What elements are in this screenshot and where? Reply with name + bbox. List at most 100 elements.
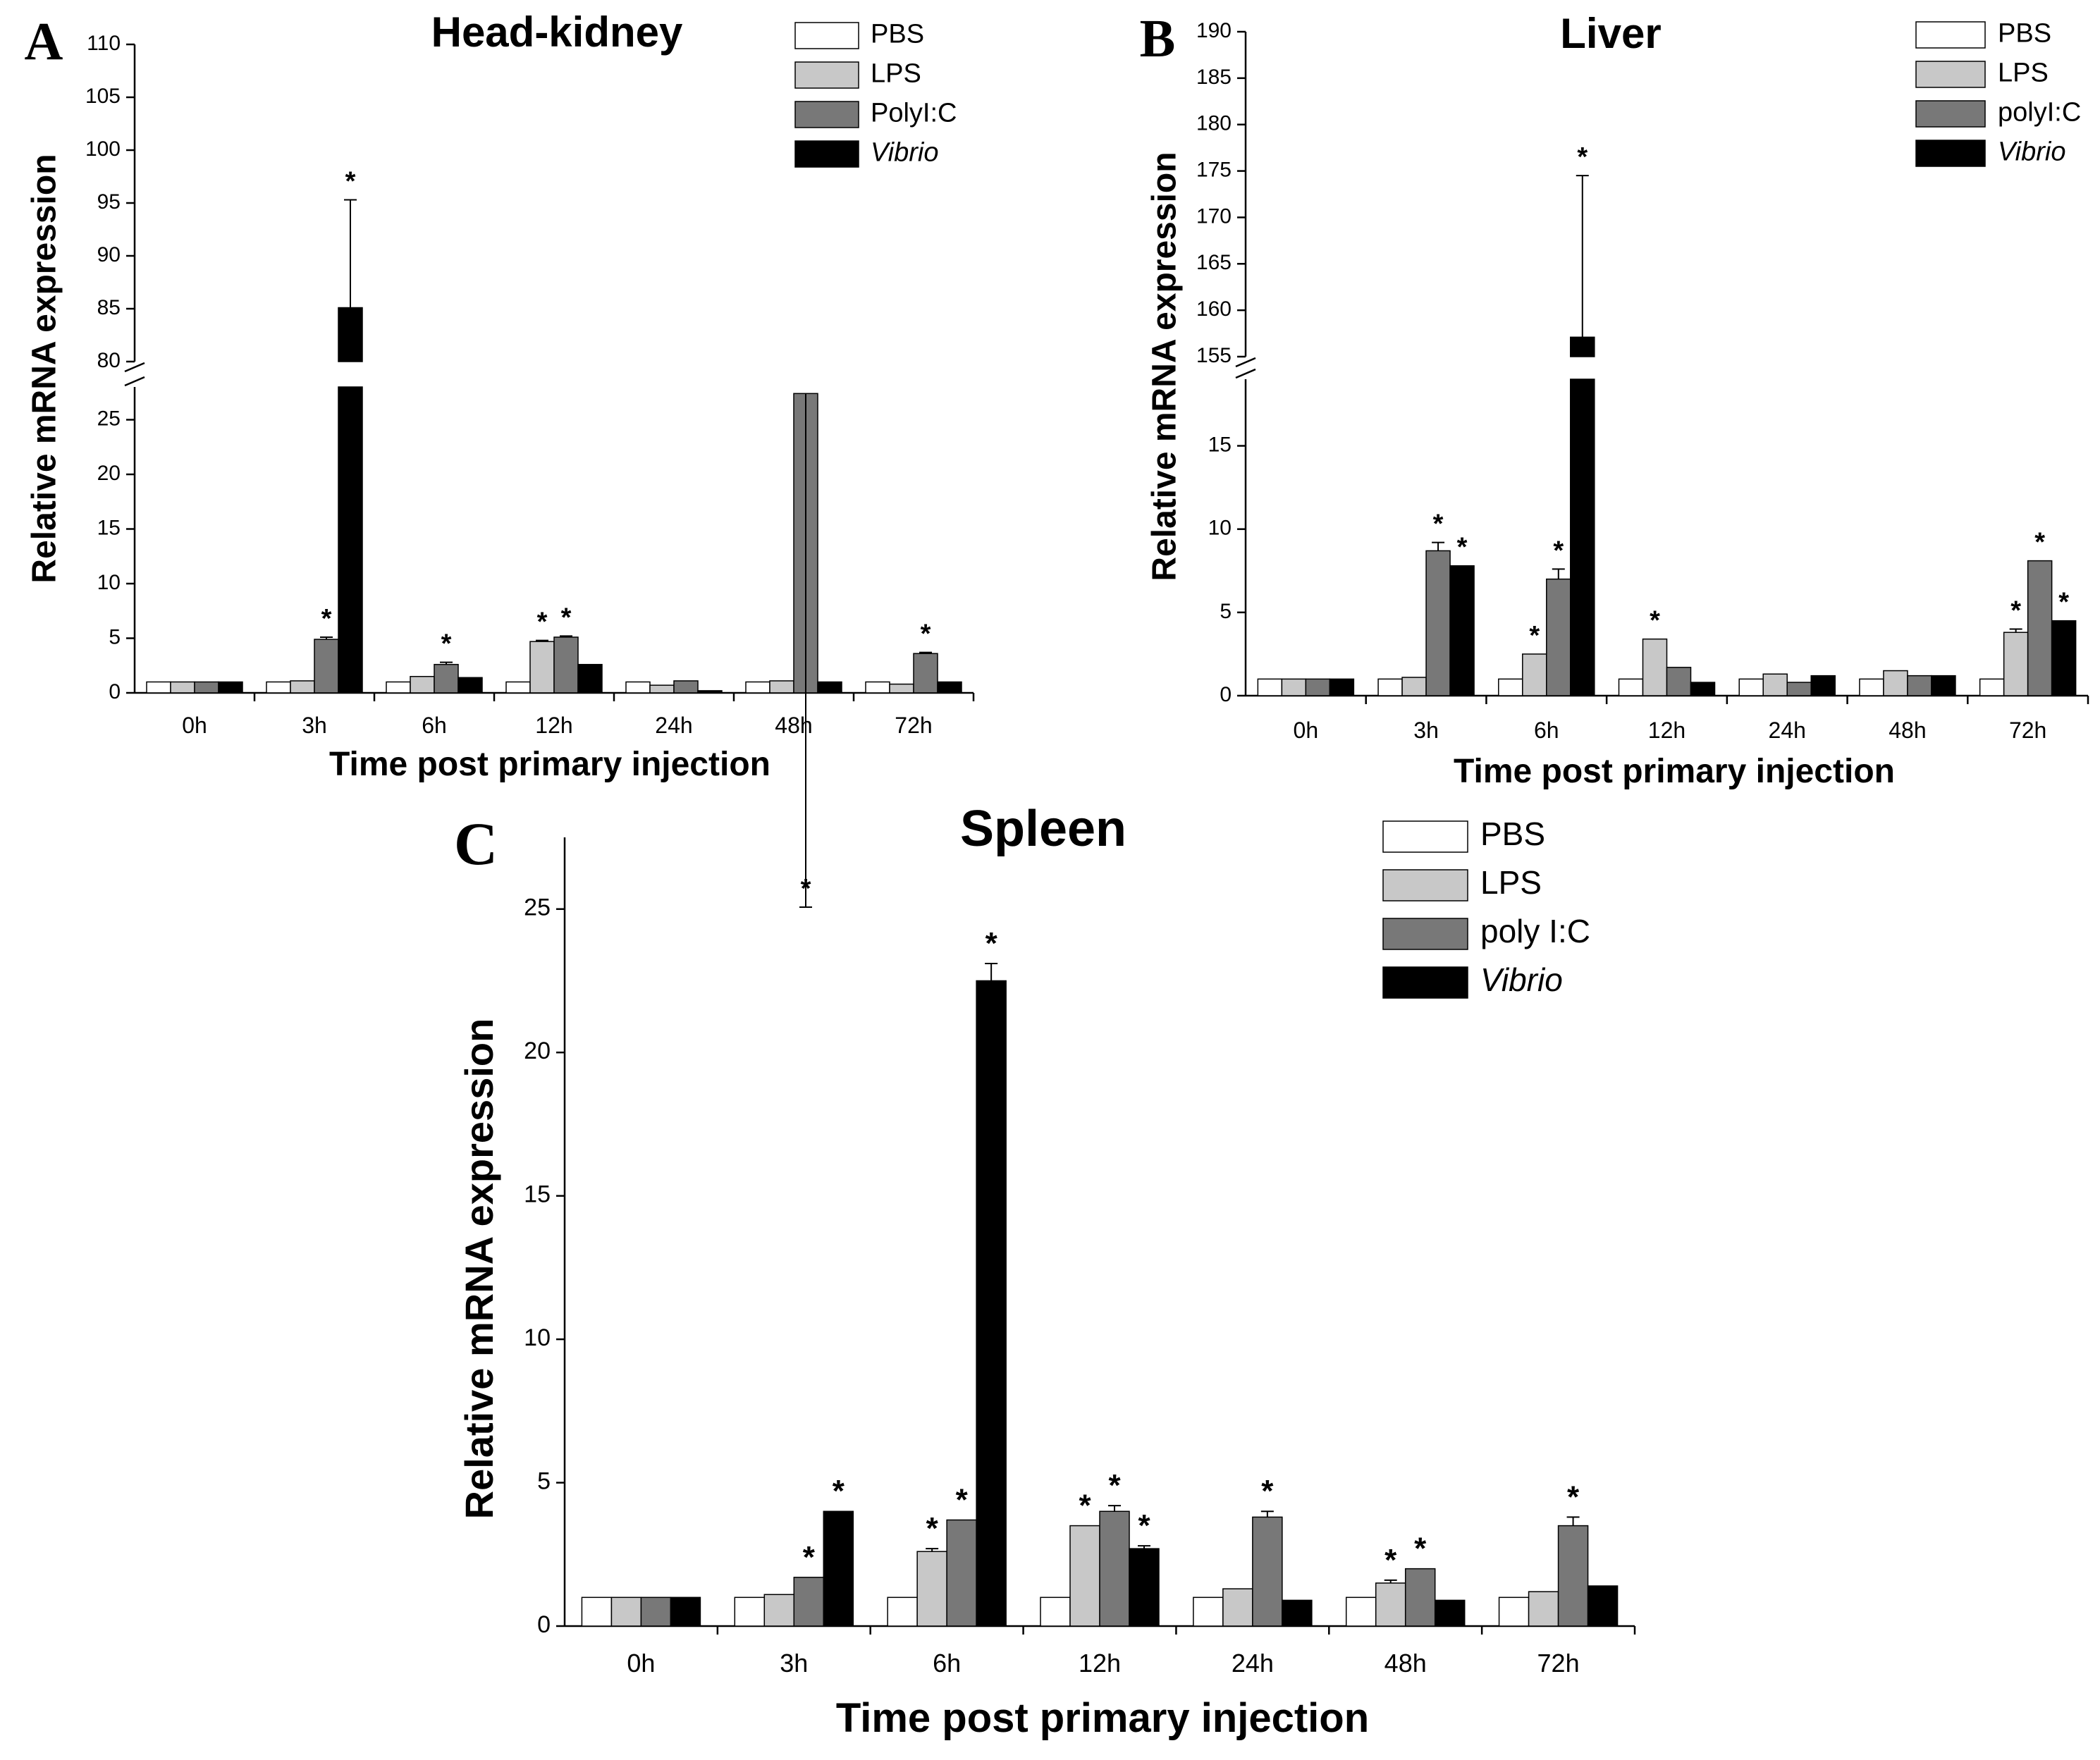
significance-mark: *	[1529, 621, 1540, 651]
bar	[1931, 675, 1956, 696]
bar	[865, 681, 890, 694]
bar	[769, 680, 794, 694]
panel-letter: A	[25, 12, 63, 71]
significance-mark: *	[2010, 596, 2021, 625]
legend-swatch	[794, 61, 859, 89]
significance-mark: *	[1384, 1543, 1397, 1577]
y-tick-label: 15	[97, 516, 121, 539]
y-tick-label: 155	[1196, 344, 1232, 367]
x-tick-label: 6h	[933, 1649, 961, 1678]
y-axis-label: Relative mRNA expression	[457, 1019, 501, 1520]
y-axis-label: Relative mRNA expression	[26, 154, 63, 583]
x-tick-label: 3h	[780, 1649, 808, 1678]
legend-label: LPS	[1998, 59, 2049, 88]
bar	[146, 681, 171, 694]
x-tick-label: 3h	[302, 713, 327, 738]
y-tick-label: 25	[524, 894, 551, 921]
y-tick-label: 5	[109, 625, 121, 648]
bar	[338, 386, 363, 694]
legend-label: polyI:C	[1998, 98, 2081, 128]
legend-label: PolyI:C	[871, 99, 957, 128]
y-tick-label: 100	[85, 137, 121, 161]
significance-mark: *	[1457, 533, 1468, 562]
y-tick-label: 175	[1196, 158, 1232, 181]
bar	[1069, 1525, 1100, 1627]
legend-label: PBS	[1480, 816, 1545, 852]
significance-mark: *	[1553, 536, 1564, 565]
y-tick-label: 0	[109, 680, 121, 703]
y-tick-label: 20	[524, 1038, 551, 1064]
axis-break-mark	[124, 362, 145, 373]
bar	[1786, 682, 1812, 696]
bar	[458, 677, 483, 694]
bar	[434, 663, 459, 694]
bar	[1907, 675, 1932, 696]
bar	[1099, 1510, 1130, 1627]
axes	[556, 837, 1636, 1635]
bar	[1738, 678, 1764, 696]
bar	[1557, 1525, 1589, 1627]
x-tick-label: 3h	[1413, 718, 1439, 743]
bar	[1329, 678, 1355, 696]
bar	[1690, 682, 1716, 696]
legend-label: LPS	[871, 59, 921, 89]
significance-mark: *	[801, 874, 811, 904]
legend: PBS LPS poly I:C Vibrio	[1382, 816, 1590, 999]
bar	[1570, 336, 1595, 357]
bar	[625, 681, 651, 694]
legend-label: PBS	[871, 20, 924, 49]
legend-swatch	[1915, 61, 1986, 88]
bar	[553, 636, 579, 694]
significance-mark: *	[321, 604, 332, 634]
y-tick-label: 25	[97, 407, 121, 430]
bar	[670, 1596, 701, 1627]
legend-swatch	[794, 140, 859, 168]
bar	[1522, 653, 1547, 696]
significance-mark: *	[1079, 1489, 1091, 1523]
significance-mark: *	[1650, 606, 1660, 636]
legend-label: poly I:C	[1480, 913, 1590, 949]
significance-mark: *	[1433, 510, 1444, 539]
bar	[887, 1596, 918, 1627]
significance-mark: *	[1138, 1508, 1150, 1543]
x-tick-label: 24h	[655, 713, 692, 738]
significance-mark: *	[2058, 588, 2069, 617]
significance-mark: *	[1414, 1532, 1427, 1566]
legend-swatch	[1382, 869, 1468, 901]
bar	[194, 681, 219, 694]
bar	[314, 639, 339, 694]
bar	[1252, 1516, 1283, 1627]
legend-label: Vibrio	[871, 138, 938, 168]
legend-label: LPS	[1480, 864, 1542, 901]
axis-break-mark	[124, 376, 145, 387]
y-tick-label: 10	[524, 1324, 551, 1351]
bar	[976, 980, 1007, 1627]
bar	[1257, 678, 1283, 696]
legend-label: Vibrio	[1998, 137, 2065, 167]
significance-mark: *	[1567, 1479, 1580, 1514]
significance-mark: *	[926, 1511, 939, 1546]
bar	[1762, 673, 1788, 696]
bar	[1546, 578, 1571, 696]
y-tick-label: 10	[97, 571, 121, 594]
panel-letter: C	[454, 810, 498, 878]
panel-b: B Liver Relative mRNA expression Time post …	[1140, 9, 2089, 790]
x-tick-label: 0h	[1294, 718, 1319, 743]
y-tick-label: 20	[97, 462, 121, 485]
bar	[1979, 678, 2005, 696]
bar	[1222, 1588, 1253, 1627]
legend-label: PBS	[1998, 19, 2051, 49]
x-tick-label: 48h	[1889, 718, 1926, 743]
legend-swatch	[1382, 918, 1468, 950]
y-tick-label: 15	[1208, 433, 1232, 456]
x-tick-label: 72h	[2009, 718, 2046, 743]
legend-swatch	[1915, 140, 1986, 167]
bar	[505, 681, 531, 694]
x-tick-label: 0h	[627, 1649, 655, 1678]
legend-swatch	[794, 101, 859, 128]
bar	[946, 1519, 977, 1627]
bar	[1040, 1596, 1071, 1627]
significance-mark: *	[985, 926, 998, 961]
bar	[290, 680, 315, 694]
bar	[916, 1551, 947, 1627]
